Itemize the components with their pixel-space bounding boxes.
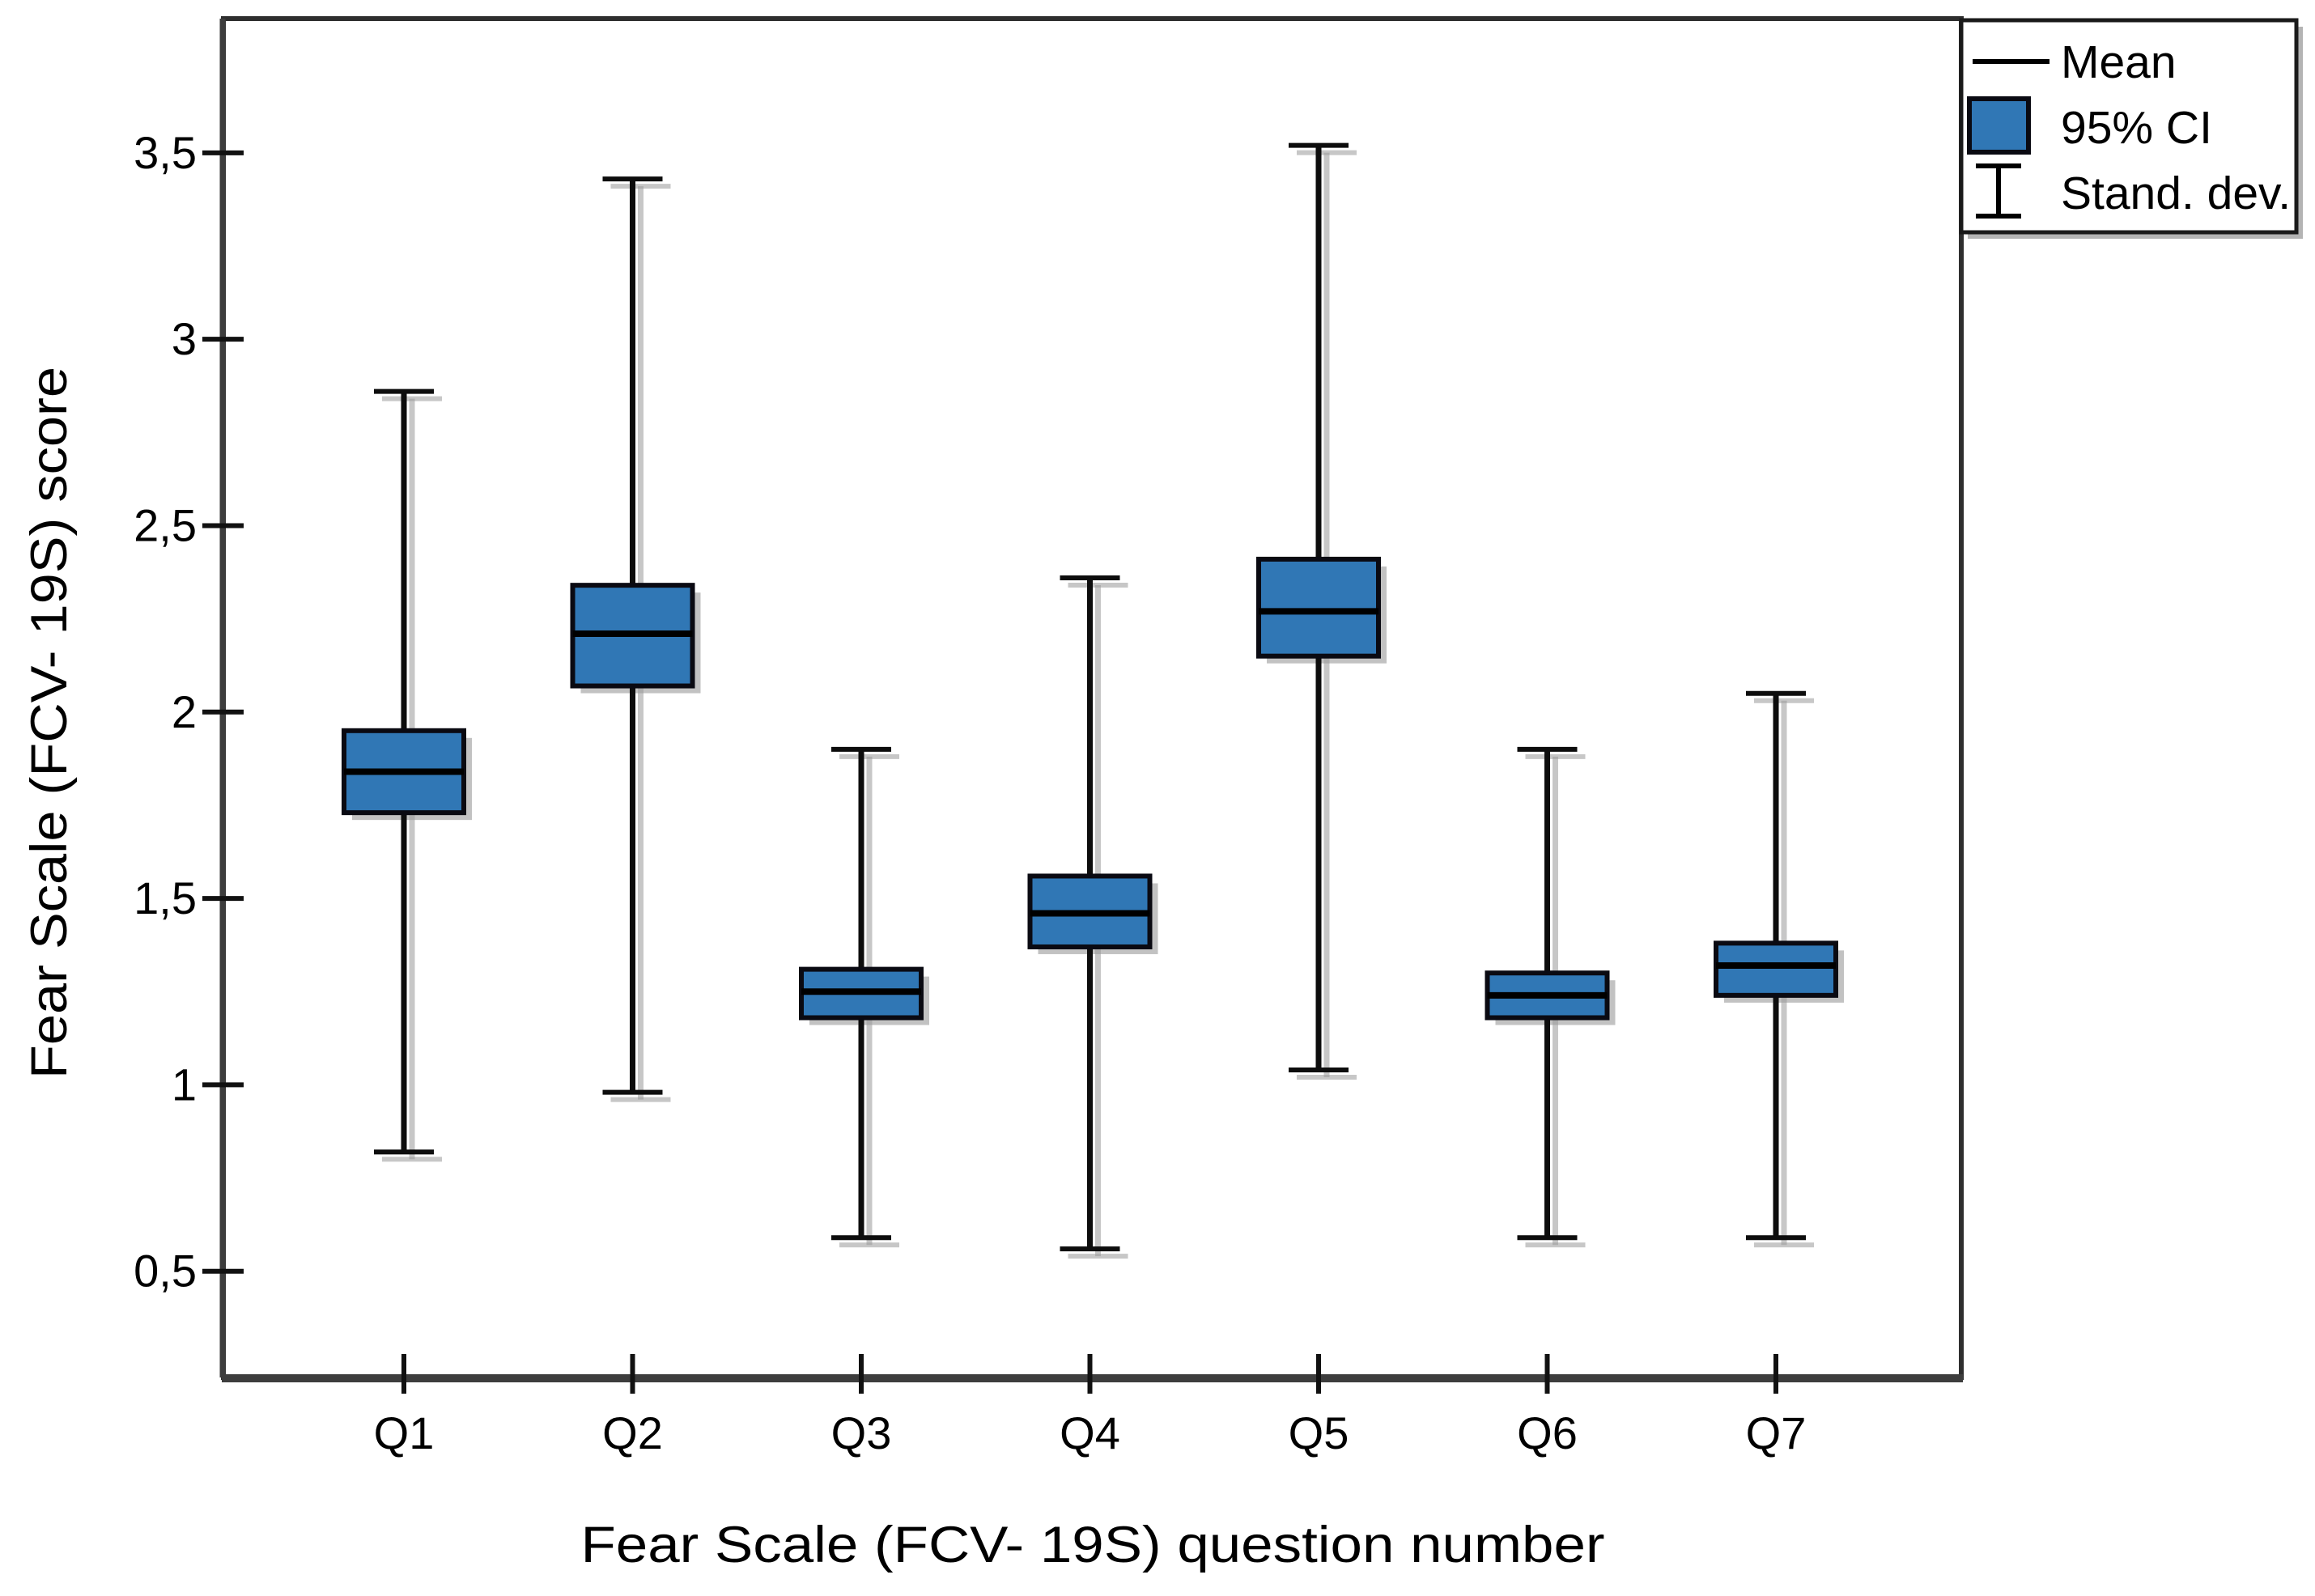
x-tick-label: Q7 <box>1746 1407 1807 1458</box>
legend-ci-box-icon <box>1967 96 2031 155</box>
x-tick-label: Q4 <box>1060 1407 1120 1458</box>
y-tick-label: 2 <box>172 686 197 737</box>
y-tick-label: 2,5 <box>134 499 197 550</box>
y-tick-label: 3,5 <box>134 127 197 178</box>
y-tick-label: 3 <box>172 313 197 364</box>
y-tick-label: 1 <box>172 1059 197 1110</box>
legend: Mean 95% CI Stand. dev. <box>1959 18 2303 239</box>
legend-sd-label: Stand. dev. <box>2061 168 2291 219</box>
x-tick-label: Q1 <box>374 1407 435 1458</box>
ci-box-Q7 <box>1714 940 1838 998</box>
ci-box-Q5 <box>1256 556 1381 659</box>
y-tick-label: 1,5 <box>134 872 197 923</box>
x-tick-label: Q6 <box>1517 1407 1578 1458</box>
y-tick-label: 0,5 <box>134 1246 197 1297</box>
x-tick-label: Q2 <box>602 1407 663 1458</box>
y-axis-title: Fear Scale (FCV- 19S) score <box>21 367 78 1079</box>
legend-errorbar-icon <box>1976 163 2021 219</box>
x-axis-title: Fear Scale (FCV- 19S) question number <box>581 1517 1605 1573</box>
x-tick-label: Q3 <box>831 1407 892 1458</box>
legend-mean-label: Mean <box>2061 36 2177 88</box>
plot-area: 3,5 3 2,5 2 1,5 1 0,5 Q1 Q2 Q3 Q4 Q5 Q6 Q7 <box>134 16 1964 1458</box>
x-tick-label: Q5 <box>1289 1407 1349 1458</box>
legend-ci-label: 95% CI <box>2061 102 2212 154</box>
